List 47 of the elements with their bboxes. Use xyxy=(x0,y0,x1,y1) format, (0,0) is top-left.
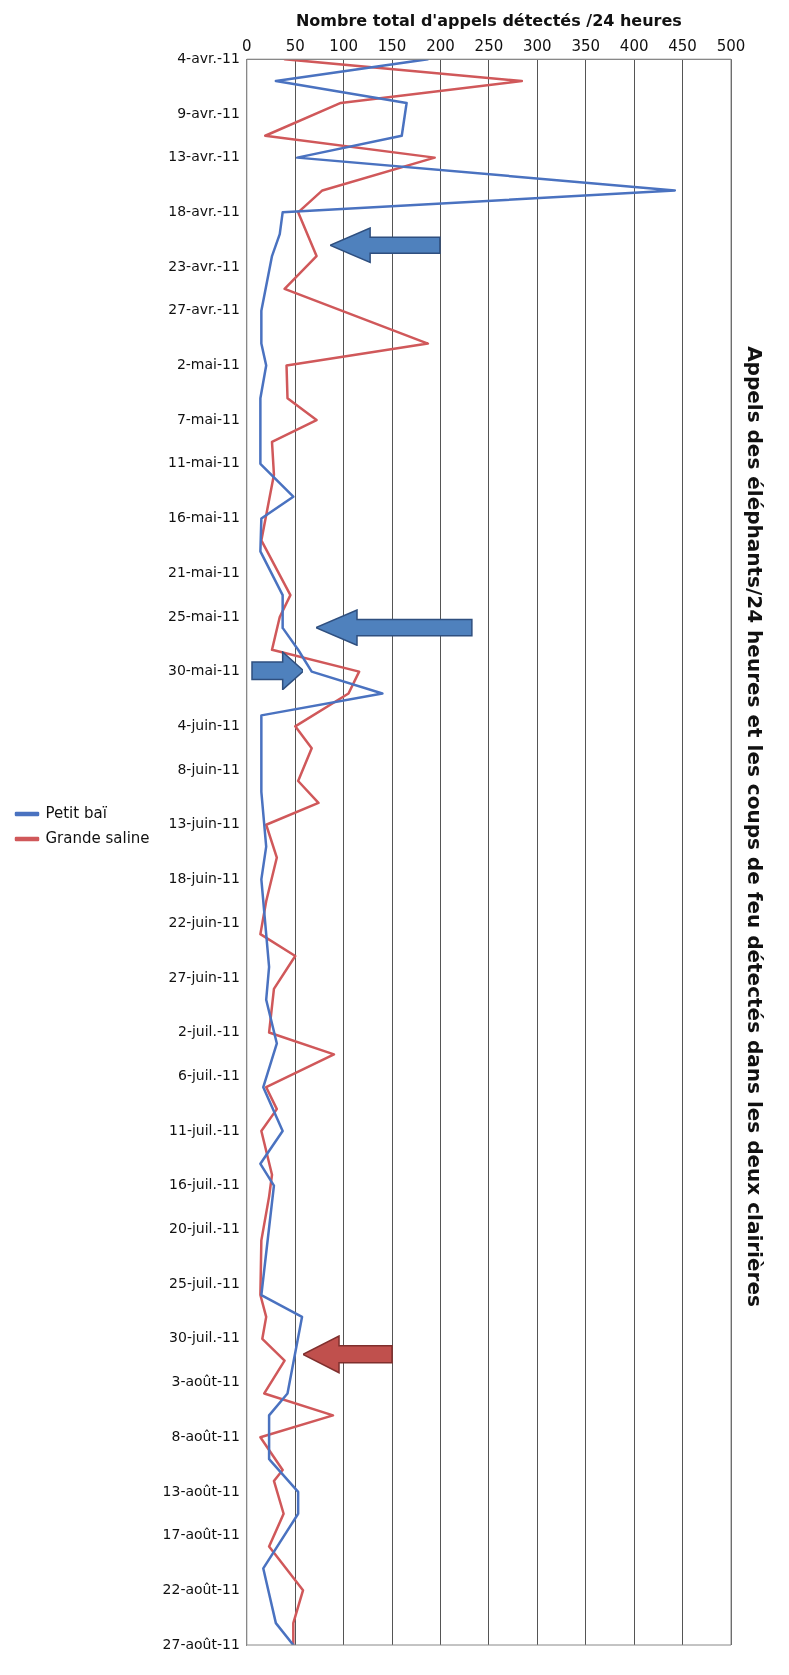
y-tick-label: 2-mai-11 xyxy=(176,356,240,373)
y-tick-label: 27-juin-11 xyxy=(168,968,240,985)
y-tick-label: 20-juil.-11 xyxy=(169,1220,240,1237)
x-tick-label: 300 xyxy=(523,37,552,56)
y-tick-label: 18-juin-11 xyxy=(168,870,240,887)
legend-label: Grande saline xyxy=(45,828,150,847)
y-tick-label: 8-juin-11 xyxy=(177,760,240,777)
x-tick-label: 250 xyxy=(474,37,504,56)
x-tick-label: 400 xyxy=(619,37,649,56)
y-tick-label: 27-août-11 xyxy=(162,1635,240,1652)
y-tick-label: 27-avr.-11 xyxy=(168,301,240,318)
y-tick-label: 13-juin-11 xyxy=(168,815,240,832)
y-tick-label: 11-juil.-11 xyxy=(169,1121,240,1138)
y-tick-label: 2-juil.-11 xyxy=(178,1023,240,1040)
y-tick-label: 13-avr.-11 xyxy=(168,148,240,165)
y-tick-label: 11-mai-11 xyxy=(167,454,240,471)
y-tick-label: 4-juin-11 xyxy=(177,716,240,733)
y-tick-label: 30-mai-11 xyxy=(167,662,240,679)
y-tick-label: 21-mai-11 xyxy=(167,563,240,580)
y-tick-label: 17-août-11 xyxy=(162,1526,240,1543)
x-tick-label: 50 xyxy=(285,37,305,56)
text: Appels des éléphants/24 heures et les coups de feu détectés dans les deux clairières xyxy=(742,346,767,1307)
y-tick-label: 30-juil.-11 xyxy=(169,1329,240,1346)
x-axis-title: Nombre total d'appels détectés /24 heures xyxy=(295,10,682,30)
x-tick-label: 500 xyxy=(716,37,746,56)
x-tick-label: 200 xyxy=(426,37,455,56)
y-tick-label: 18-avr.-11 xyxy=(168,202,240,219)
y-tick-label: 8-août-11 xyxy=(171,1427,240,1444)
x-tick-label: 0 xyxy=(242,37,252,56)
y-tick-label: 3-août-11 xyxy=(171,1373,240,1390)
y-tick-label: 13-août-11 xyxy=(162,1482,240,1499)
y-tick-label: 22-août-11 xyxy=(162,1580,240,1597)
y-tick-label: 16-juil.-11 xyxy=(169,1176,240,1193)
x-tick-label: 350 xyxy=(571,37,601,56)
y-tick-label: 6-juil.-11 xyxy=(178,1066,240,1083)
x-tick-label: 450 xyxy=(668,37,697,56)
y-tick-label: 22-juin-11 xyxy=(168,913,240,930)
x-tick-label: 100 xyxy=(329,37,358,56)
y-tick-label: 25-mai-11 xyxy=(167,607,240,624)
x-tick-label: 150 xyxy=(377,37,407,56)
y-tick-label: 16-mai-11 xyxy=(167,509,240,526)
y-tick-label: 25-juil.-11 xyxy=(169,1274,240,1291)
legend-label: Petit baï xyxy=(45,803,108,822)
y-tick-label: 23-avr.-11 xyxy=(168,257,240,274)
y-tick-label: 9-avr.-11 xyxy=(177,104,240,121)
y-tick-label: 7-mai-11 xyxy=(176,410,240,427)
y-tick-label: 4-avr.-11 xyxy=(177,49,240,66)
